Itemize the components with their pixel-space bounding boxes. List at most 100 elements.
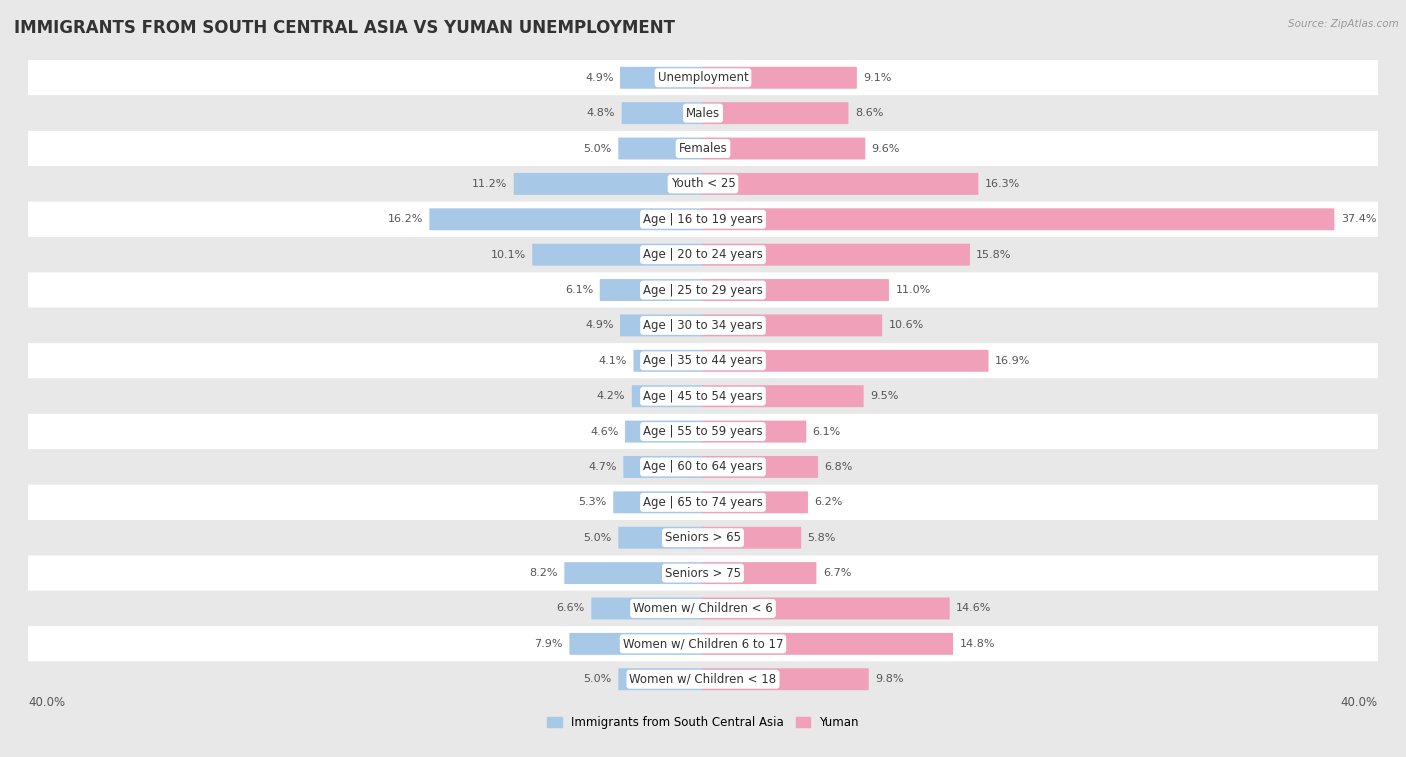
FancyBboxPatch shape [703,208,1334,230]
FancyBboxPatch shape [28,308,1378,343]
Text: 16.2%: 16.2% [388,214,423,224]
FancyBboxPatch shape [631,385,703,407]
Text: 7.9%: 7.9% [534,639,562,649]
FancyBboxPatch shape [620,314,703,336]
FancyBboxPatch shape [621,102,703,124]
Text: 4.9%: 4.9% [585,320,613,330]
FancyBboxPatch shape [28,449,1378,484]
FancyBboxPatch shape [28,131,1378,167]
Text: 6.1%: 6.1% [813,427,841,437]
Text: 5.0%: 5.0% [583,144,612,154]
Text: 14.8%: 14.8% [959,639,995,649]
Text: 11.2%: 11.2% [472,179,508,189]
Text: Source: ZipAtlas.com: Source: ZipAtlas.com [1288,19,1399,29]
Text: 9.5%: 9.5% [870,391,898,401]
FancyBboxPatch shape [28,60,1378,95]
FancyBboxPatch shape [703,562,817,584]
Text: 16.3%: 16.3% [984,179,1019,189]
FancyBboxPatch shape [28,556,1378,590]
Text: 4.2%: 4.2% [598,391,626,401]
Text: Women w/ Children < 6: Women w/ Children < 6 [633,602,773,615]
Text: Age | 16 to 19 years: Age | 16 to 19 years [643,213,763,226]
Text: 9.8%: 9.8% [875,674,904,684]
FancyBboxPatch shape [592,597,703,619]
FancyBboxPatch shape [703,314,882,336]
FancyBboxPatch shape [703,456,818,478]
FancyBboxPatch shape [28,167,1378,201]
FancyBboxPatch shape [703,102,848,124]
Text: 6.1%: 6.1% [565,285,593,295]
FancyBboxPatch shape [564,562,703,584]
Text: Age | 35 to 44 years: Age | 35 to 44 years [643,354,763,367]
Text: 5.3%: 5.3% [579,497,607,507]
Text: 6.2%: 6.2% [814,497,842,507]
FancyBboxPatch shape [28,414,1378,449]
FancyBboxPatch shape [28,237,1378,273]
FancyBboxPatch shape [28,95,1378,131]
FancyBboxPatch shape [703,668,869,690]
Text: Age | 60 to 64 years: Age | 60 to 64 years [643,460,763,473]
FancyBboxPatch shape [623,456,703,478]
FancyBboxPatch shape [703,279,889,301]
Text: Age | 55 to 59 years: Age | 55 to 59 years [643,425,763,438]
FancyBboxPatch shape [28,273,1378,308]
FancyBboxPatch shape [703,67,856,89]
FancyBboxPatch shape [620,67,703,89]
FancyBboxPatch shape [28,520,1378,556]
FancyBboxPatch shape [703,597,949,619]
FancyBboxPatch shape [634,350,703,372]
Text: 4.6%: 4.6% [591,427,619,437]
Text: Age | 20 to 24 years: Age | 20 to 24 years [643,248,763,261]
FancyBboxPatch shape [429,208,703,230]
Text: Seniors > 75: Seniors > 75 [665,566,741,580]
Text: 6.8%: 6.8% [824,462,853,472]
FancyBboxPatch shape [703,633,953,655]
Text: Age | 25 to 29 years: Age | 25 to 29 years [643,284,763,297]
FancyBboxPatch shape [703,138,865,160]
Text: 8.6%: 8.6% [855,108,883,118]
Text: 16.9%: 16.9% [995,356,1031,366]
FancyBboxPatch shape [703,385,863,407]
Text: 9.1%: 9.1% [863,73,891,83]
FancyBboxPatch shape [703,350,988,372]
FancyBboxPatch shape [28,201,1378,237]
Text: 40.0%: 40.0% [28,696,65,709]
Text: Seniors > 65: Seniors > 65 [665,531,741,544]
Text: 4.9%: 4.9% [585,73,613,83]
FancyBboxPatch shape [28,343,1378,378]
FancyBboxPatch shape [703,527,801,549]
Text: IMMIGRANTS FROM SOUTH CENTRAL ASIA VS YUMAN UNEMPLOYMENT: IMMIGRANTS FROM SOUTH CENTRAL ASIA VS YU… [14,19,675,37]
FancyBboxPatch shape [28,662,1378,697]
Text: 10.6%: 10.6% [889,320,924,330]
FancyBboxPatch shape [619,138,703,160]
Text: Unemployment: Unemployment [658,71,748,84]
FancyBboxPatch shape [533,244,703,266]
FancyBboxPatch shape [28,590,1378,626]
Text: 6.7%: 6.7% [823,568,851,578]
Text: Age | 45 to 54 years: Age | 45 to 54 years [643,390,763,403]
Text: 15.8%: 15.8% [976,250,1012,260]
Text: 5.8%: 5.8% [807,533,837,543]
FancyBboxPatch shape [28,626,1378,662]
Text: 14.6%: 14.6% [956,603,991,613]
Text: 4.1%: 4.1% [599,356,627,366]
FancyBboxPatch shape [600,279,703,301]
Text: 10.1%: 10.1% [491,250,526,260]
Text: 40.0%: 40.0% [1341,696,1378,709]
FancyBboxPatch shape [28,484,1378,520]
FancyBboxPatch shape [703,421,806,443]
Text: 9.6%: 9.6% [872,144,900,154]
Text: 4.8%: 4.8% [586,108,616,118]
Legend: Immigrants from South Central Asia, Yuman: Immigrants from South Central Asia, Yuma… [543,712,863,734]
FancyBboxPatch shape [28,378,1378,414]
FancyBboxPatch shape [513,173,703,195]
FancyBboxPatch shape [703,491,808,513]
Text: Age | 30 to 34 years: Age | 30 to 34 years [643,319,763,332]
FancyBboxPatch shape [569,633,703,655]
Text: Women w/ Children < 18: Women w/ Children < 18 [630,673,776,686]
FancyBboxPatch shape [619,668,703,690]
Text: 4.7%: 4.7% [589,462,617,472]
FancyBboxPatch shape [703,173,979,195]
Text: Age | 65 to 74 years: Age | 65 to 74 years [643,496,763,509]
Text: 5.0%: 5.0% [583,533,612,543]
